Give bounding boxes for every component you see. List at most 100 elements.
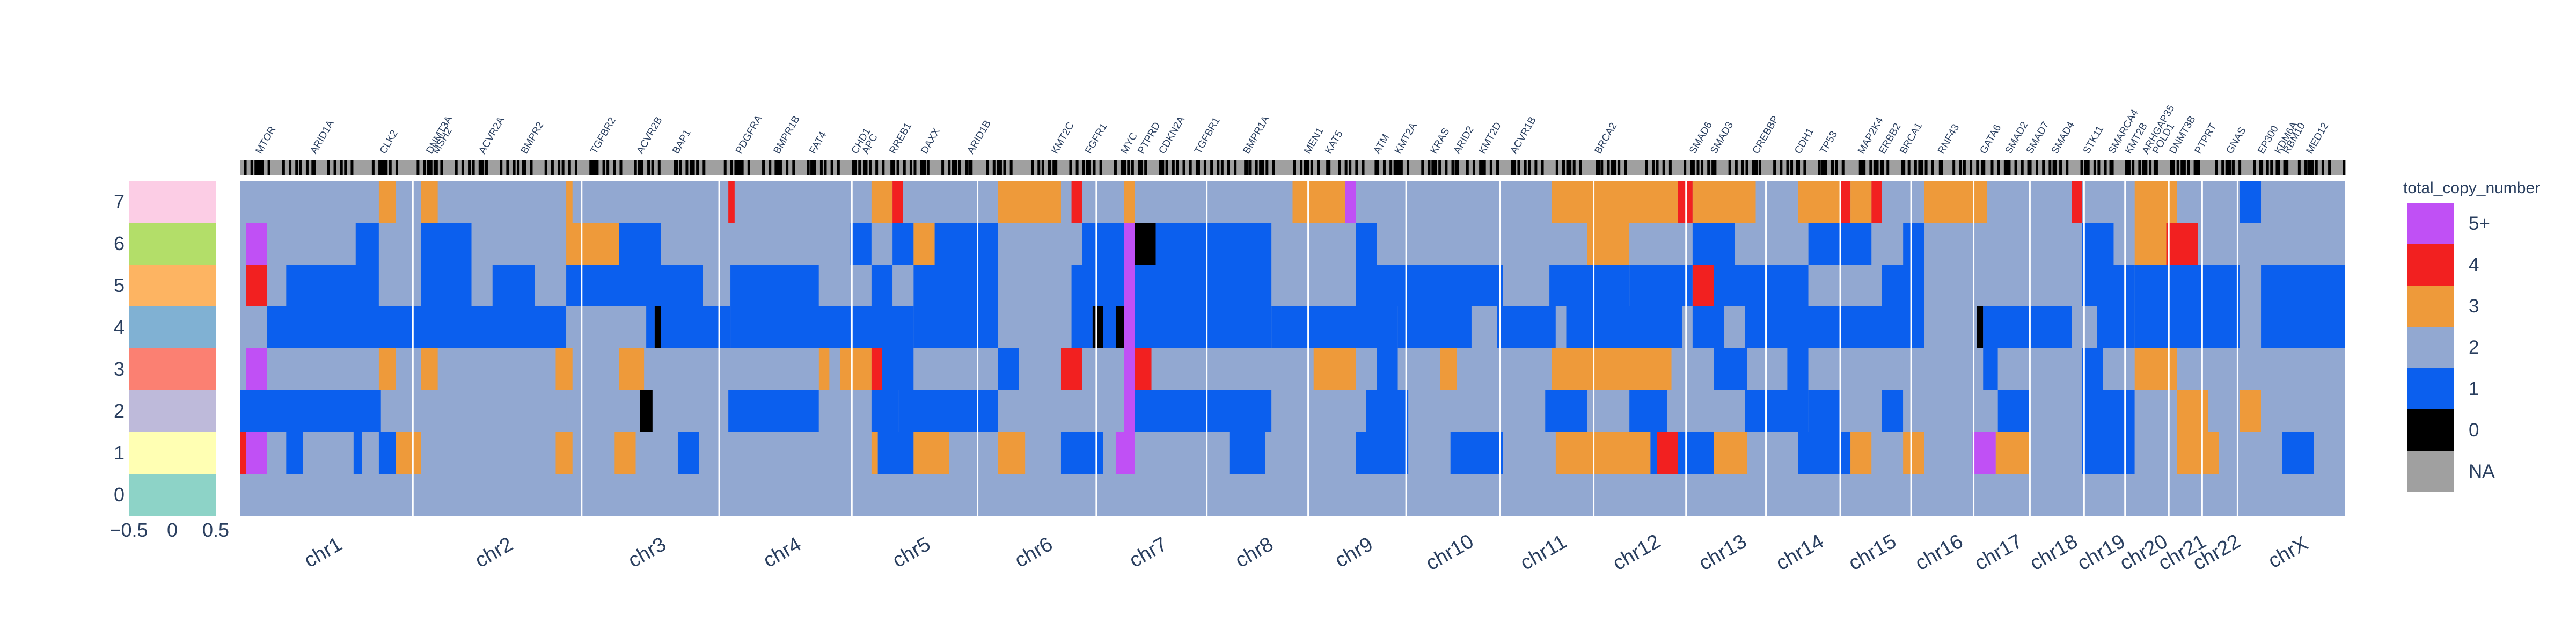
cn-segment xyxy=(1292,181,1345,223)
gene-label-BRCA1: BRCA1 xyxy=(1898,121,1924,156)
gene-label-STK11: STK11 xyxy=(2081,124,2106,156)
cn-segment xyxy=(1924,181,1988,223)
gene-label-ARID2: ARID2 xyxy=(1452,125,1476,156)
gene-label-CLK2: CLK2 xyxy=(378,128,400,156)
cn-segment xyxy=(1692,223,1735,265)
cn-segment xyxy=(267,306,567,348)
gene-density-mark xyxy=(2187,160,2190,175)
cn-segment xyxy=(1271,348,1314,390)
cn-segment xyxy=(240,306,267,348)
gene-density-mark xyxy=(1835,160,1838,175)
gene-tick-DAXX xyxy=(921,160,926,175)
cn-segment xyxy=(471,223,567,265)
gene-tick-BRCA2 xyxy=(1596,160,1600,175)
cn-segment xyxy=(362,432,379,474)
sample-row-5 xyxy=(129,265,216,306)
gene-tick-GATA6 xyxy=(1981,160,1986,175)
gene-density-mark xyxy=(1963,160,1966,175)
cn-segment xyxy=(903,181,998,223)
gene-density-mark xyxy=(1009,160,1013,175)
cn-segment xyxy=(1545,390,1587,432)
gene-density-mark xyxy=(2231,160,2235,175)
cn-segment xyxy=(2240,265,2262,306)
gene-density-mark xyxy=(1818,160,1821,175)
gene-density-mark xyxy=(875,160,879,175)
chromosome-label-chr6: chr6 xyxy=(1011,533,1057,572)
cn-segment xyxy=(1135,306,1272,348)
cn-segment xyxy=(730,265,819,306)
cn-segment xyxy=(421,223,472,265)
cn-segment xyxy=(1667,390,1745,432)
gene-density-mark xyxy=(723,160,727,175)
cn-segment xyxy=(1082,223,1124,265)
gene-density-mark xyxy=(1293,160,1296,175)
cn-segment xyxy=(1678,181,1693,223)
gene-tick-CREBBP xyxy=(1753,160,1758,175)
legend-label-0: 0 xyxy=(2469,420,2479,441)
sample-row-1 xyxy=(129,432,216,474)
gene-density-mark xyxy=(865,160,868,175)
gene-density-mark xyxy=(395,160,398,175)
gene-tick-PTPRT xyxy=(2196,160,2200,175)
gene-label-MTOR: MTOR xyxy=(253,125,278,156)
gene-density-mark xyxy=(903,160,906,175)
heatmap-cells xyxy=(240,181,2345,516)
gene-density-mark xyxy=(1434,160,1437,175)
cn-segment xyxy=(1787,348,1809,390)
gene-density-mark xyxy=(1880,160,1883,175)
cn-segment xyxy=(2134,432,2177,474)
gene-tick-ACVR1B xyxy=(1511,160,1516,175)
cn-segment xyxy=(734,181,872,223)
gene-density-mark xyxy=(807,160,810,175)
cn-segment xyxy=(2240,390,2262,432)
cn-segment xyxy=(1135,432,1230,474)
sample-row-4 xyxy=(129,306,216,348)
cn-segment xyxy=(1025,432,1061,474)
cn-segment xyxy=(614,432,636,474)
cn-segment xyxy=(1903,432,1924,474)
gene-density-mark xyxy=(2036,160,2039,175)
chromosome-label-chr3: chr3 xyxy=(624,533,670,572)
chromosome-separators xyxy=(412,161,2238,516)
cn-segment xyxy=(1135,348,1152,390)
cn-segment xyxy=(2261,390,2345,432)
gene-tick-FAT4 xyxy=(810,160,815,175)
gene-label-KMT2D: KMT2D xyxy=(1477,120,1504,156)
cn-segment xyxy=(877,432,914,474)
gene-tick-MAP2K4 xyxy=(1858,160,1863,175)
cn-segment xyxy=(1082,390,1124,432)
gene-density-mark xyxy=(1300,160,1303,175)
cn-segment xyxy=(850,306,914,348)
cn-segment xyxy=(998,265,1072,306)
gene-density-mark xyxy=(2228,160,2231,175)
cn-segment xyxy=(840,348,872,390)
gene-tick-KRAS xyxy=(1431,160,1436,175)
gene-label-CDH1: CDH1 xyxy=(1792,126,1816,156)
cn-segment xyxy=(898,390,998,432)
cn-segment xyxy=(661,306,731,348)
gene-density-mark xyxy=(786,160,789,175)
gene-tick-KMT2A xyxy=(1395,160,1400,175)
gene-density-mark xyxy=(455,160,458,175)
gene-tick-CDKN2A xyxy=(1160,160,1165,175)
cn-segment xyxy=(934,223,998,265)
gene-density-mark xyxy=(513,160,516,175)
cn-segment xyxy=(1808,390,1840,432)
cn-segment xyxy=(240,181,267,223)
cn-segment xyxy=(1450,432,1503,474)
cn-segment xyxy=(1115,306,1124,348)
cn-segment xyxy=(246,265,267,306)
cn-segment xyxy=(1471,306,1497,348)
cn-segment xyxy=(2240,306,2262,348)
cn-segment xyxy=(871,181,893,223)
gene-density-mark xyxy=(574,160,577,175)
gene-density-mark xyxy=(434,160,437,175)
cn-segment xyxy=(1082,348,1124,390)
gene-density-mark xyxy=(312,160,316,175)
gene-density-mark xyxy=(1611,160,1614,175)
cn-segment xyxy=(728,181,735,223)
gene-tick-POLD1 xyxy=(2153,160,2158,175)
cn-segment xyxy=(1798,432,1851,474)
cn-segment xyxy=(566,306,647,348)
